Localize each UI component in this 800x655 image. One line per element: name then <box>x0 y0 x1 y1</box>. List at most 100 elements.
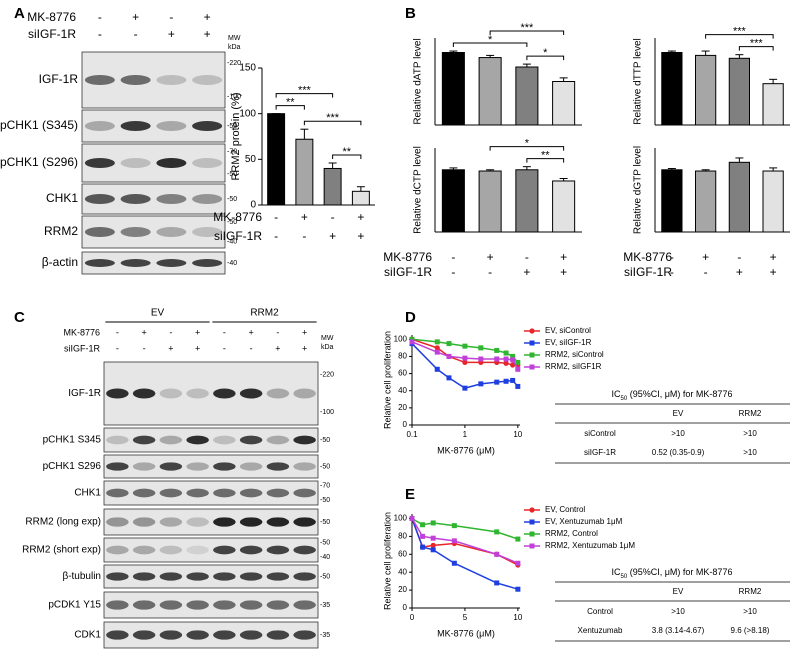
data-point <box>503 378 509 384</box>
data-point <box>434 345 440 351</box>
treatment-sign: + <box>132 10 139 24</box>
blot-band <box>132 572 156 581</box>
bar <box>267 113 286 206</box>
blot-band <box>132 435 156 445</box>
blot-row-label: β-tubulin <box>62 571 101 582</box>
blot-band <box>156 227 187 237</box>
treatment-sign: - <box>169 10 173 24</box>
bar <box>478 170 502 233</box>
blot-row-label: RRM2 (short exp) <box>22 545 101 556</box>
blot-panel <box>103 454 319 479</box>
data-point <box>420 533 426 539</box>
blot-band <box>159 572 183 581</box>
blot-band <box>120 75 151 85</box>
blot-band <box>186 630 209 640</box>
blot-row-label: CDK1 <box>74 630 101 641</box>
series-line <box>411 518 519 566</box>
treatment-sign: + <box>302 327 307 337</box>
y-tick-label: 60 <box>398 549 407 558</box>
y-tick-label: 40 <box>398 386 407 395</box>
blot-band <box>120 121 151 131</box>
error-bar <box>328 162 337 169</box>
error-bar <box>735 157 744 163</box>
data-point <box>510 377 516 383</box>
y-axis-label: Relative cell proliferation <box>382 512 392 610</box>
blot-band <box>159 600 183 610</box>
legend-label: RRM2, Xentuzumab 1μM <box>545 541 635 550</box>
legend-marker <box>529 519 535 525</box>
data-point <box>420 522 426 528</box>
data-point <box>510 353 516 359</box>
blot-band <box>192 227 223 237</box>
blot-band <box>266 462 290 471</box>
significance-label: * <box>488 34 493 46</box>
panel-label: D <box>405 309 416 326</box>
data-point <box>434 349 440 355</box>
series-line <box>411 518 519 564</box>
blot-band <box>106 435 129 445</box>
blot-band <box>106 462 129 471</box>
blot-band <box>213 462 236 471</box>
blot-band <box>156 194 187 204</box>
panel-label: B <box>405 5 416 22</box>
treatment-sign: + <box>168 27 175 41</box>
legend-marker <box>529 531 535 537</box>
blot-band <box>192 121 223 131</box>
mw-marker: -40 <box>227 260 237 267</box>
bar <box>728 57 750 126</box>
blot-band <box>239 572 263 581</box>
x-tick-label: 1 <box>463 430 468 439</box>
bar <box>552 180 576 233</box>
blot-band <box>293 517 316 527</box>
table-cell: siIGF-1R <box>584 448 616 457</box>
bar <box>728 161 750 233</box>
treatment-name: MK-8776 <box>27 10 76 24</box>
significance-bracket <box>303 120 362 126</box>
data-point <box>503 356 509 362</box>
blot-band <box>213 600 236 610</box>
x-tick-label: 0 <box>410 613 415 622</box>
blot-band <box>213 435 236 445</box>
blot-row-label: IGF-1R <box>39 72 79 86</box>
bar <box>295 138 314 206</box>
bar <box>762 170 784 233</box>
mw-label: MW <box>321 335 334 342</box>
blot-band <box>266 630 290 640</box>
blot-band <box>186 517 209 527</box>
blot-band <box>159 488 183 498</box>
treatment-sign: - <box>169 327 172 337</box>
error-bar <box>667 50 676 53</box>
data-point <box>430 535 436 541</box>
data-point <box>462 385 468 391</box>
table-header: EV <box>673 587 684 596</box>
blot-band <box>293 572 316 581</box>
error-bar <box>769 78 778 84</box>
blot-band <box>84 194 115 204</box>
legend-label: RRM2, siControl <box>545 350 604 359</box>
blot-band <box>186 435 209 445</box>
treatment-name: siIGF-1R <box>64 343 101 353</box>
data-point <box>446 341 452 347</box>
y-axis-label: Relative dCTP level <box>413 146 424 234</box>
x-tick-label: 5 <box>463 613 468 622</box>
treatment-sign: + <box>195 327 200 337</box>
blot-band <box>132 600 156 610</box>
data-point <box>430 547 436 553</box>
mw-marker: -50 <box>320 573 330 580</box>
legend-marker <box>529 352 535 358</box>
blot-band <box>159 388 183 399</box>
mw-marker: -100 <box>227 94 241 101</box>
data-point <box>446 353 452 359</box>
data-point <box>451 560 457 566</box>
group-label: EV <box>151 308 165 319</box>
blot-band <box>106 630 129 640</box>
blot-row-label: RRM2 <box>44 224 78 238</box>
data-point <box>462 355 468 361</box>
blot-band <box>239 435 263 445</box>
blot-band <box>239 517 263 527</box>
blot-band <box>106 572 129 581</box>
error-bar <box>769 167 778 172</box>
blot-band <box>156 75 187 85</box>
bar <box>762 83 784 126</box>
